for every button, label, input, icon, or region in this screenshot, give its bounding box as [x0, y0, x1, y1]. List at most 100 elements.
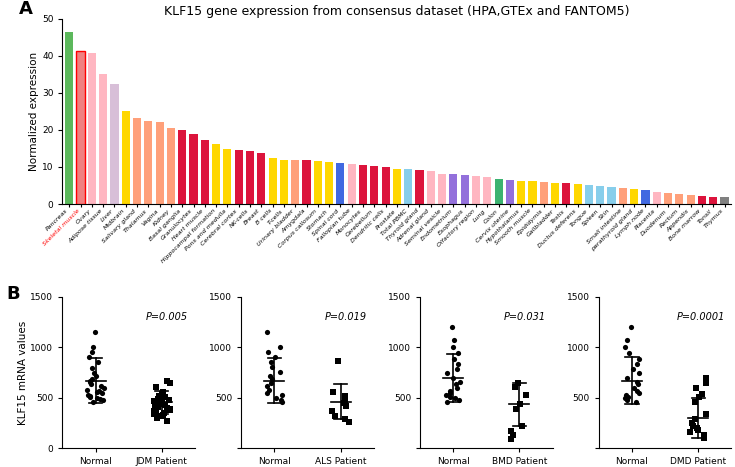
Point — [164, 405, 176, 412]
Point — [623, 393, 634, 400]
Point — [623, 349, 635, 357]
Point — [621, 336, 633, 344]
Point — [692, 426, 704, 434]
Point — [261, 383, 273, 390]
Point — [625, 323, 637, 331]
Bar — [76, 51, 85, 204]
Point — [161, 377, 173, 385]
Point — [157, 390, 168, 397]
Bar — [720, 198, 728, 204]
Point — [326, 407, 338, 415]
Bar — [156, 122, 164, 204]
Point — [156, 413, 168, 420]
Point — [633, 355, 645, 363]
Bar — [268, 158, 276, 204]
Point — [91, 394, 103, 402]
Point — [698, 432, 710, 439]
Bar — [122, 111, 130, 204]
Point — [691, 425, 703, 432]
Point — [265, 359, 276, 366]
Point — [148, 407, 160, 414]
Text: P=0.031: P=0.031 — [503, 312, 546, 322]
Bar — [642, 190, 650, 204]
Bar — [348, 164, 356, 204]
Point — [84, 353, 96, 361]
Point — [628, 384, 640, 392]
Bar — [302, 160, 311, 204]
Point — [87, 343, 99, 350]
Point — [452, 361, 464, 368]
Point — [156, 397, 168, 405]
Bar — [201, 140, 209, 204]
Bar — [280, 160, 288, 204]
Text: P=0.005: P=0.005 — [146, 312, 188, 322]
Bar — [415, 170, 423, 204]
Bar — [438, 174, 446, 204]
Point — [340, 415, 351, 423]
Point — [270, 394, 282, 401]
Bar — [472, 176, 480, 204]
Point — [332, 357, 344, 364]
Point — [633, 381, 645, 388]
Point — [620, 343, 631, 351]
Bar — [65, 32, 74, 204]
Point — [155, 400, 167, 407]
Point — [159, 394, 171, 401]
Point — [689, 398, 701, 406]
Point — [87, 398, 99, 405]
Bar — [337, 163, 345, 204]
Point — [82, 386, 93, 393]
Point — [619, 394, 631, 402]
Point — [512, 380, 524, 387]
Point — [444, 389, 456, 396]
Point — [447, 343, 459, 351]
Point — [692, 393, 704, 401]
Point — [151, 384, 162, 391]
Point — [85, 381, 96, 388]
Bar — [449, 174, 457, 204]
Point — [158, 409, 170, 417]
Point — [621, 396, 633, 404]
Point — [700, 410, 711, 418]
Point — [148, 397, 159, 404]
Point — [684, 429, 695, 436]
Point — [339, 396, 351, 404]
Point — [92, 358, 104, 366]
Bar — [404, 169, 412, 204]
Bar — [291, 160, 299, 204]
Point — [338, 399, 350, 406]
Point — [633, 369, 645, 377]
Point — [164, 380, 176, 387]
Point — [149, 402, 161, 410]
Point — [451, 384, 463, 392]
Point — [449, 394, 461, 402]
Point — [269, 354, 281, 361]
Point — [84, 393, 96, 401]
Point — [451, 366, 463, 373]
Bar — [675, 194, 684, 204]
Bar — [76, 51, 85, 204]
Point — [690, 384, 702, 392]
Point — [440, 391, 451, 399]
Point — [151, 415, 162, 422]
Point — [631, 398, 642, 406]
Point — [445, 393, 456, 400]
Point — [164, 406, 176, 413]
Y-axis label: KLF15 mRNA values: KLF15 mRNA values — [18, 320, 28, 425]
Text: P=0.0001: P=0.0001 — [676, 312, 725, 322]
Point — [96, 382, 107, 390]
Point — [151, 395, 163, 402]
Point — [153, 403, 165, 410]
Text: B: B — [7, 284, 21, 303]
Point — [506, 432, 518, 439]
Bar — [608, 187, 616, 204]
Bar — [178, 130, 186, 204]
Point — [448, 336, 459, 344]
Point — [634, 389, 645, 396]
Bar — [698, 196, 706, 204]
Point — [153, 392, 165, 399]
Bar — [167, 128, 175, 204]
Bar — [686, 195, 695, 204]
Point — [98, 396, 110, 404]
Bar — [110, 84, 118, 204]
